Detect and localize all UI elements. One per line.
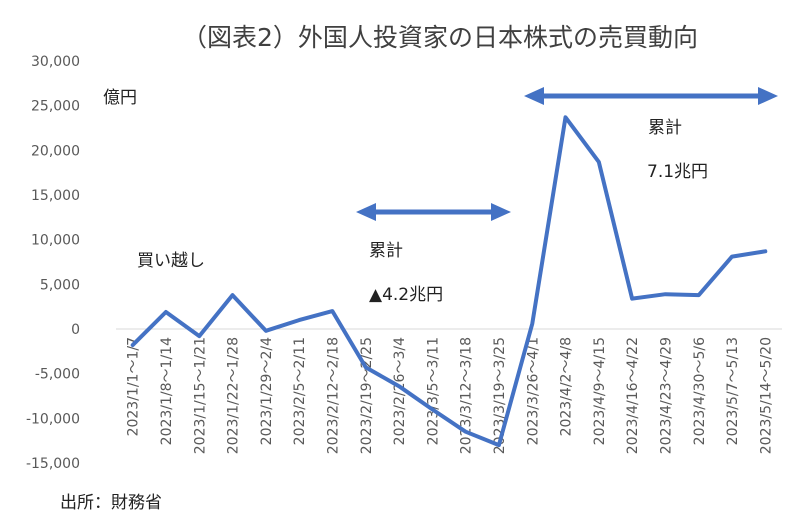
range2-value: 7.1兆円 [647,162,708,182]
x-tick-label: 2023/2/19～2/25 [359,337,375,454]
x-tick-label: 2023/4/9～4/15 [592,337,608,445]
x-tick-label: 2023/4/16～4/22 [625,337,641,454]
x-tick-label: 2023/2/12～2/18 [325,337,341,454]
range1-label: 累計 [369,241,403,261]
y-tick-label: -15,000 [26,456,80,472]
x-tick-label: 2023/3/12～3/18 [459,337,475,454]
x-tick-label: 2023/1/29～2/4 [259,337,275,445]
x-tick-label: 2023/4/30～5/6 [692,337,708,445]
buy-annotation: 買い越し [137,251,205,271]
x-tick-label: 2023/4/2～4/8 [559,337,575,436]
x-tick-label: 2023/5/14～5/20 [758,337,774,454]
y-tick-label: 10,000 [31,233,80,249]
y-tick-label: 15,000 [31,188,80,204]
x-tick-label: 2023/2/26～3/4 [392,337,408,445]
series-line [130,115,768,448]
chart-title: （図表2）外国人投資家の日本株式の売買動向 [182,23,698,52]
x-tick-label: 2023/3/5～3/11 [425,337,441,445]
unit-label: 億円 [103,88,137,108]
x-axis: 2023/1/1～1/7 2023/1/8～1/14 2023/1/15～1/21 2… [126,337,775,454]
x-tick-label: 2023/1/1～1/7 [126,337,142,436]
range2-label: 累計 [648,118,682,138]
x-tick-label: 2023/1/22～1/28 [226,337,242,454]
y-tick-label: -10,000 [26,411,80,427]
x-tick-label: 2023/2/5～2/11 [292,337,308,445]
y-tick-label: 5,000 [40,277,80,293]
y-axis: 30,000 25,000 20,000 15,000 10,000 5,000 0 -5,0… [26,54,80,472]
y-tick-label: 30,000 [31,54,80,70]
x-tick-label: 2023/3/26～4/1 [525,337,541,445]
y-tick-label: 0 [71,322,80,338]
x-tick-label: 2023/1/15～1/21 [192,337,208,454]
x-tick-label: 2023/4/23～4/29 [658,337,674,454]
range-arrow-2 [524,87,778,105]
y-tick-label: 25,000 [31,99,80,115]
x-tick-label: 2023/1/8～1/14 [159,337,175,445]
y-tick-label: -5,000 [35,367,80,383]
source-note: 出所：財務省 [60,493,162,513]
y-tick-label: 20,000 [31,143,80,159]
range1-value: ▲4.2兆円 [369,285,443,305]
x-tick-label: 2023/5/7～5/13 [725,337,741,445]
range-arrow-1 [356,203,511,221]
